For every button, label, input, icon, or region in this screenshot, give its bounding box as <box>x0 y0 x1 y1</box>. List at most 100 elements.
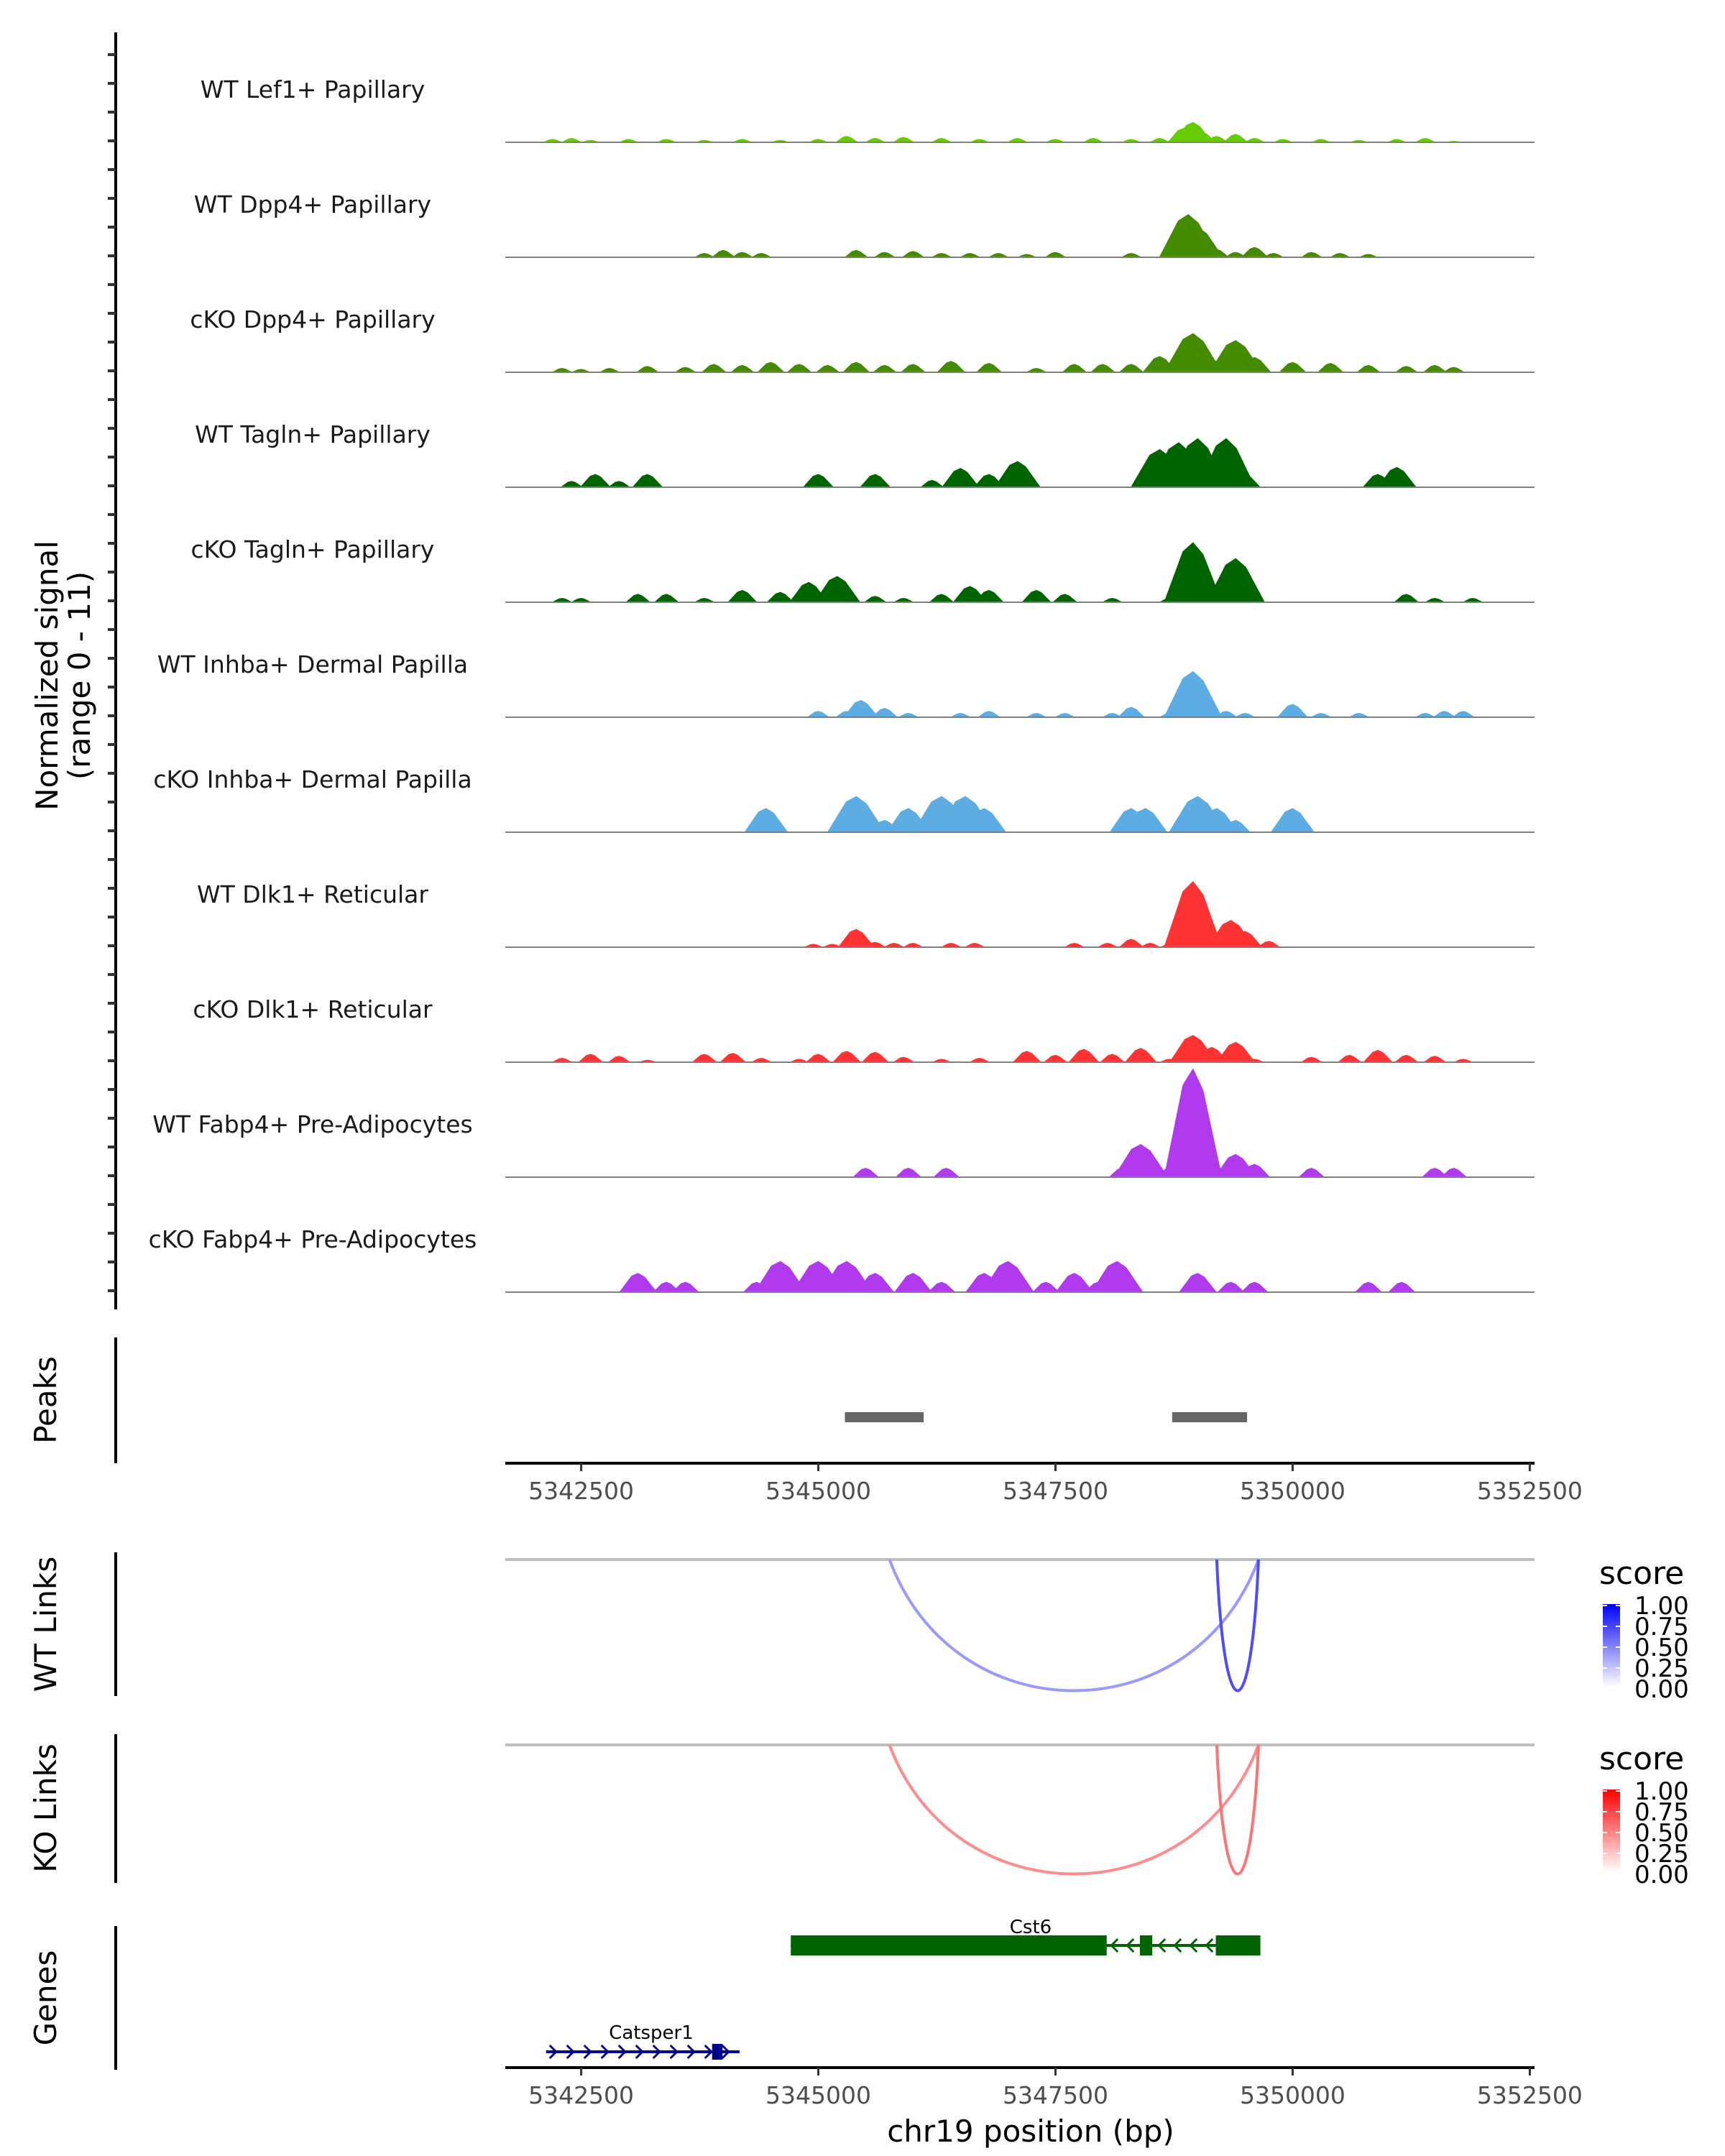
coverage-panel: WT Lef1+ Papillary WT Dpp4+ Papillary cKO … <box>149 75 1535 1293</box>
strand-arrow-icon <box>548 2044 558 2060</box>
coverage-peak <box>730 364 755 373</box>
coverage-peak <box>607 1056 631 1063</box>
coverage-peak <box>806 711 831 718</box>
coverage-peak <box>802 474 834 488</box>
x-tick-label: 5342500 <box>528 2081 634 2109</box>
coverage-peak <box>1090 364 1116 373</box>
coverage-peak <box>929 594 955 603</box>
coverage-peak <box>1012 1051 1042 1063</box>
coverage-track-10: WT Fabp4+ Pre-Adipocytes <box>152 1068 1535 1178</box>
coverage-track-1: WT Lef1+ Papillary <box>201 75 1535 143</box>
coverage-peak <box>731 252 754 258</box>
coverage-track-6: WT Inhba+ Dermal Papilla <box>157 650 1535 718</box>
gene-label: Cst6 <box>1010 1917 1052 1938</box>
x-tick-label: 5345000 <box>765 2081 871 2109</box>
legend-tick-label: 0.50 <box>1634 1819 1689 1848</box>
coverage-peak <box>1387 1281 1416 1293</box>
legend-colorbar <box>1603 1789 1620 1872</box>
coverage-peak <box>1432 711 1457 718</box>
coverage-track-2: WT Dpp4+ Papillary <box>194 190 1535 258</box>
coverage-track-8: WT Dlk1+ Reticular <box>197 880 1535 948</box>
coverage-peak <box>977 711 1001 718</box>
legend-tick-label: 0.00 <box>1634 1675 1689 1704</box>
x-axis-title: chr19 position (bp) <box>887 2114 1174 2149</box>
gene-exon <box>1215 1935 1261 1955</box>
strand-arrow-icon <box>600 2044 610 2060</box>
coverage-peak <box>744 808 788 833</box>
coverage-peak <box>1422 1056 1448 1063</box>
legend-colorbar <box>1603 1604 1620 1687</box>
coverage-peak <box>814 576 861 603</box>
coverage-peak <box>844 249 869 258</box>
coverage-peak <box>1356 364 1381 373</box>
coverage-peak <box>1206 558 1266 603</box>
coverage-peak <box>1241 247 1269 258</box>
x-tick-label: 5350000 <box>1240 2081 1346 2109</box>
coverage-peak <box>1394 1054 1420 1063</box>
coverage-peak <box>766 591 795 603</box>
strand-arrow-icon <box>704 2044 713 2060</box>
coverage-peak <box>1363 1049 1394 1063</box>
coverage-peak <box>1061 364 1087 373</box>
coverage-peak <box>1300 1056 1323 1063</box>
track-label: cKO Inhba+ Dermal Papilla <box>153 765 472 793</box>
coverage-peak <box>852 1168 880 1178</box>
strand-arrow-icon <box>1173 1938 1182 1953</box>
track-label: WT Dlk1+ Reticular <box>197 880 428 908</box>
track-label: cKO Dlk1+ Reticular <box>193 995 433 1023</box>
x-tick-label: 5350000 <box>1240 1477 1346 1505</box>
coverage-peak <box>994 461 1041 488</box>
track-label: cKO Dpp4+ Papillary <box>190 305 435 333</box>
coverage-peak <box>1451 711 1476 718</box>
coverage-peak <box>892 1056 916 1063</box>
coverage-peak <box>691 1054 718 1063</box>
coverage-peak <box>757 361 786 373</box>
coverage-peak <box>1217 1281 1246 1293</box>
coverage-peak <box>1440 1168 1468 1178</box>
coverage-peak <box>1164 1068 1223 1178</box>
coverage-peak <box>834 136 859 143</box>
coverage-peak <box>859 474 891 488</box>
peaks-track <box>845 1412 1248 1422</box>
peaks-label: Peaks <box>28 1356 63 1444</box>
gene-exon <box>712 2044 723 2060</box>
ko-links-track <box>505 1743 1535 1876</box>
coverage-peak <box>1117 706 1146 718</box>
track-label: WT Fabp4+ Pre-Adipocytes <box>152 1110 472 1138</box>
coverage-peak <box>919 479 945 488</box>
coverage-peak <box>577 1054 604 1063</box>
x-axis-bottom: 5342500 5345000 5347500 5350000 5352500 <box>505 2066 1583 2109</box>
coverage-peak <box>815 364 841 373</box>
genes-track: Cst6 Catsper1 <box>546 1917 1261 2060</box>
legend-tick-label: 1.00 <box>1634 1777 1689 1806</box>
coverage-peak <box>1044 252 1067 258</box>
coverage-peak <box>607 481 631 488</box>
coverage-y-axis-title-line1: Normalized signal <box>29 540 65 811</box>
legend-tick-label: 0.75 <box>1634 1613 1689 1641</box>
coverage-peak <box>937 361 966 373</box>
link-arc <box>1215 1744 1260 1876</box>
coverage-peak <box>1118 364 1145 373</box>
track-label: cKO Fabp4+ Pre-Adipocytes <box>149 1225 477 1253</box>
coverage-peak <box>1124 1048 1158 1063</box>
coverage-peak <box>805 1054 832 1063</box>
wt-links-label: WT Links <box>28 1557 63 1692</box>
strand-arrow-icon <box>1157 1938 1167 1953</box>
strand-arrow-icon <box>583 2044 592 2060</box>
coverage-track-11: cKO Fabp4+ Pre-Adipocytes <box>149 1225 1535 1293</box>
coverage-peak <box>1442 367 1466 373</box>
strand-arrow-icon <box>686 2044 696 2060</box>
track-label: WT Dpp4+ Papillary <box>194 190 431 218</box>
strand-arrow-icon <box>617 2044 627 2060</box>
x-tick-label: 5345000 <box>765 1477 871 1505</box>
link-arc <box>1215 1559 1260 1692</box>
coverage-peak <box>941 468 980 488</box>
coverage-peak <box>786 364 813 373</box>
legend-title: score <box>1599 1555 1684 1592</box>
track-label: WT Tagln+ Papillary <box>195 420 431 448</box>
x-tick-label: 5347500 <box>1003 2081 1108 2109</box>
strand-arrow-icon <box>1205 1938 1214 1953</box>
coverage-peak <box>1099 1054 1126 1063</box>
